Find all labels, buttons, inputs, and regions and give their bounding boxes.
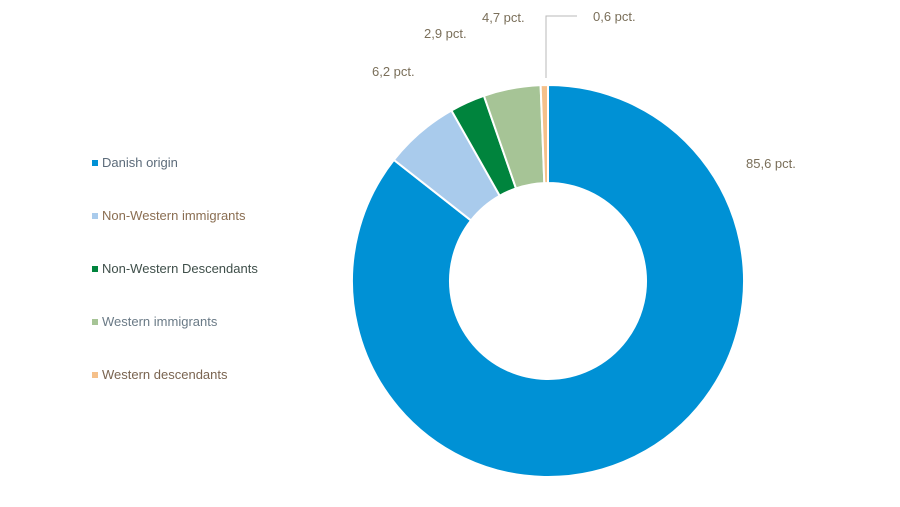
legend-swatch xyxy=(92,159,98,166)
data-label-danish-origin: 85,6 pct. xyxy=(746,156,796,171)
leader-line-western-descendants xyxy=(545,15,577,78)
legend-label: Western immigrants xyxy=(102,314,218,329)
data-label-western-descendants: 0,6 pct. xyxy=(593,9,636,24)
legend-label: Non-Western Descendants xyxy=(102,261,258,276)
legend-item-danish-origin: Danish origin xyxy=(92,155,178,170)
slice-western-descendants xyxy=(539,83,549,185)
legend-swatch xyxy=(92,212,98,219)
legend-item-western-descendants: Western descendants xyxy=(92,367,228,382)
legend-swatch xyxy=(92,318,98,325)
data-label-western-immigrants: 4,7 pct. xyxy=(482,10,525,25)
legend-swatch xyxy=(92,265,98,272)
label-leader-lines xyxy=(545,15,577,78)
legend-swatch xyxy=(92,371,98,378)
data-label-non-western-descendants: 2,9 pct. xyxy=(424,26,467,41)
legend-label: Danish origin xyxy=(102,155,178,170)
slice-danish-origin xyxy=(351,83,745,478)
legend-item-non-western-descendants: Non-Western Descendants xyxy=(92,261,258,276)
legend-item-western-immigrants: Western immigrants xyxy=(92,314,217,329)
legend-label: Non-Western immigrants xyxy=(102,208,246,223)
data-labels: 85,6 pct. 6,2 pct. 2,9 pct. 4,7 pct. 0,6 pct… xyxy=(372,9,796,171)
donut-slices xyxy=(351,83,745,478)
legend-item-non-western-immigrants: Non-Western immigrants xyxy=(92,208,246,223)
legend-label: Western descendants xyxy=(102,367,228,382)
data-label-non-western-immigrants: 6,2 pct. xyxy=(372,64,415,79)
